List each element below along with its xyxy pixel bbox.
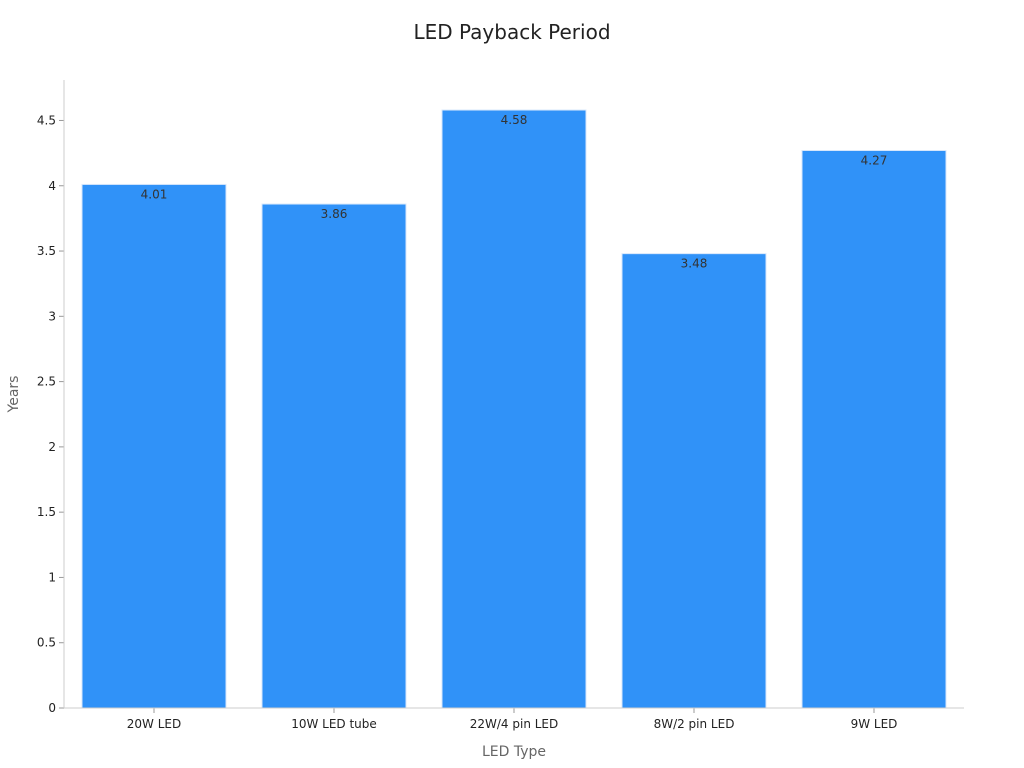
y-tick-label: 0 [48,701,56,715]
bar [261,203,407,709]
bar [801,150,947,709]
y-tick-label: 2.5 [37,375,56,389]
y-tick-label: 1 [48,570,56,584]
data-label: 4.58 [501,113,528,127]
bar [81,183,227,709]
x-tick-label: 10W LED tube [291,717,377,731]
data-label: 4.27 [861,154,888,168]
x-tick-label: 20W LED [127,717,181,731]
bar [441,109,587,709]
data-label: 4.01 [141,187,168,201]
data-label: 3.86 [321,207,348,221]
x-tick-label: 9W LED [851,717,898,731]
x-tick-label: 8W/2 pin LED [654,717,735,731]
y-axis-title: Years [6,376,22,414]
chart-title: LED Payback Period [413,20,611,44]
y-tick-label: 4.5 [37,113,56,127]
y-tick-label: 2 [48,440,56,454]
y-tick-label: 4 [48,179,56,193]
y-tick-label: 3.5 [37,244,56,258]
y-tick-label: 1.5 [37,505,56,519]
x-axis-title: LED Type [482,744,546,760]
data-label: 3.48 [681,257,708,271]
y-tick-label: 0.5 [37,636,56,650]
bar [621,253,767,709]
x-tick-label: 22W/4 pin LED [470,717,559,731]
y-tick-label: 3 [48,309,56,323]
